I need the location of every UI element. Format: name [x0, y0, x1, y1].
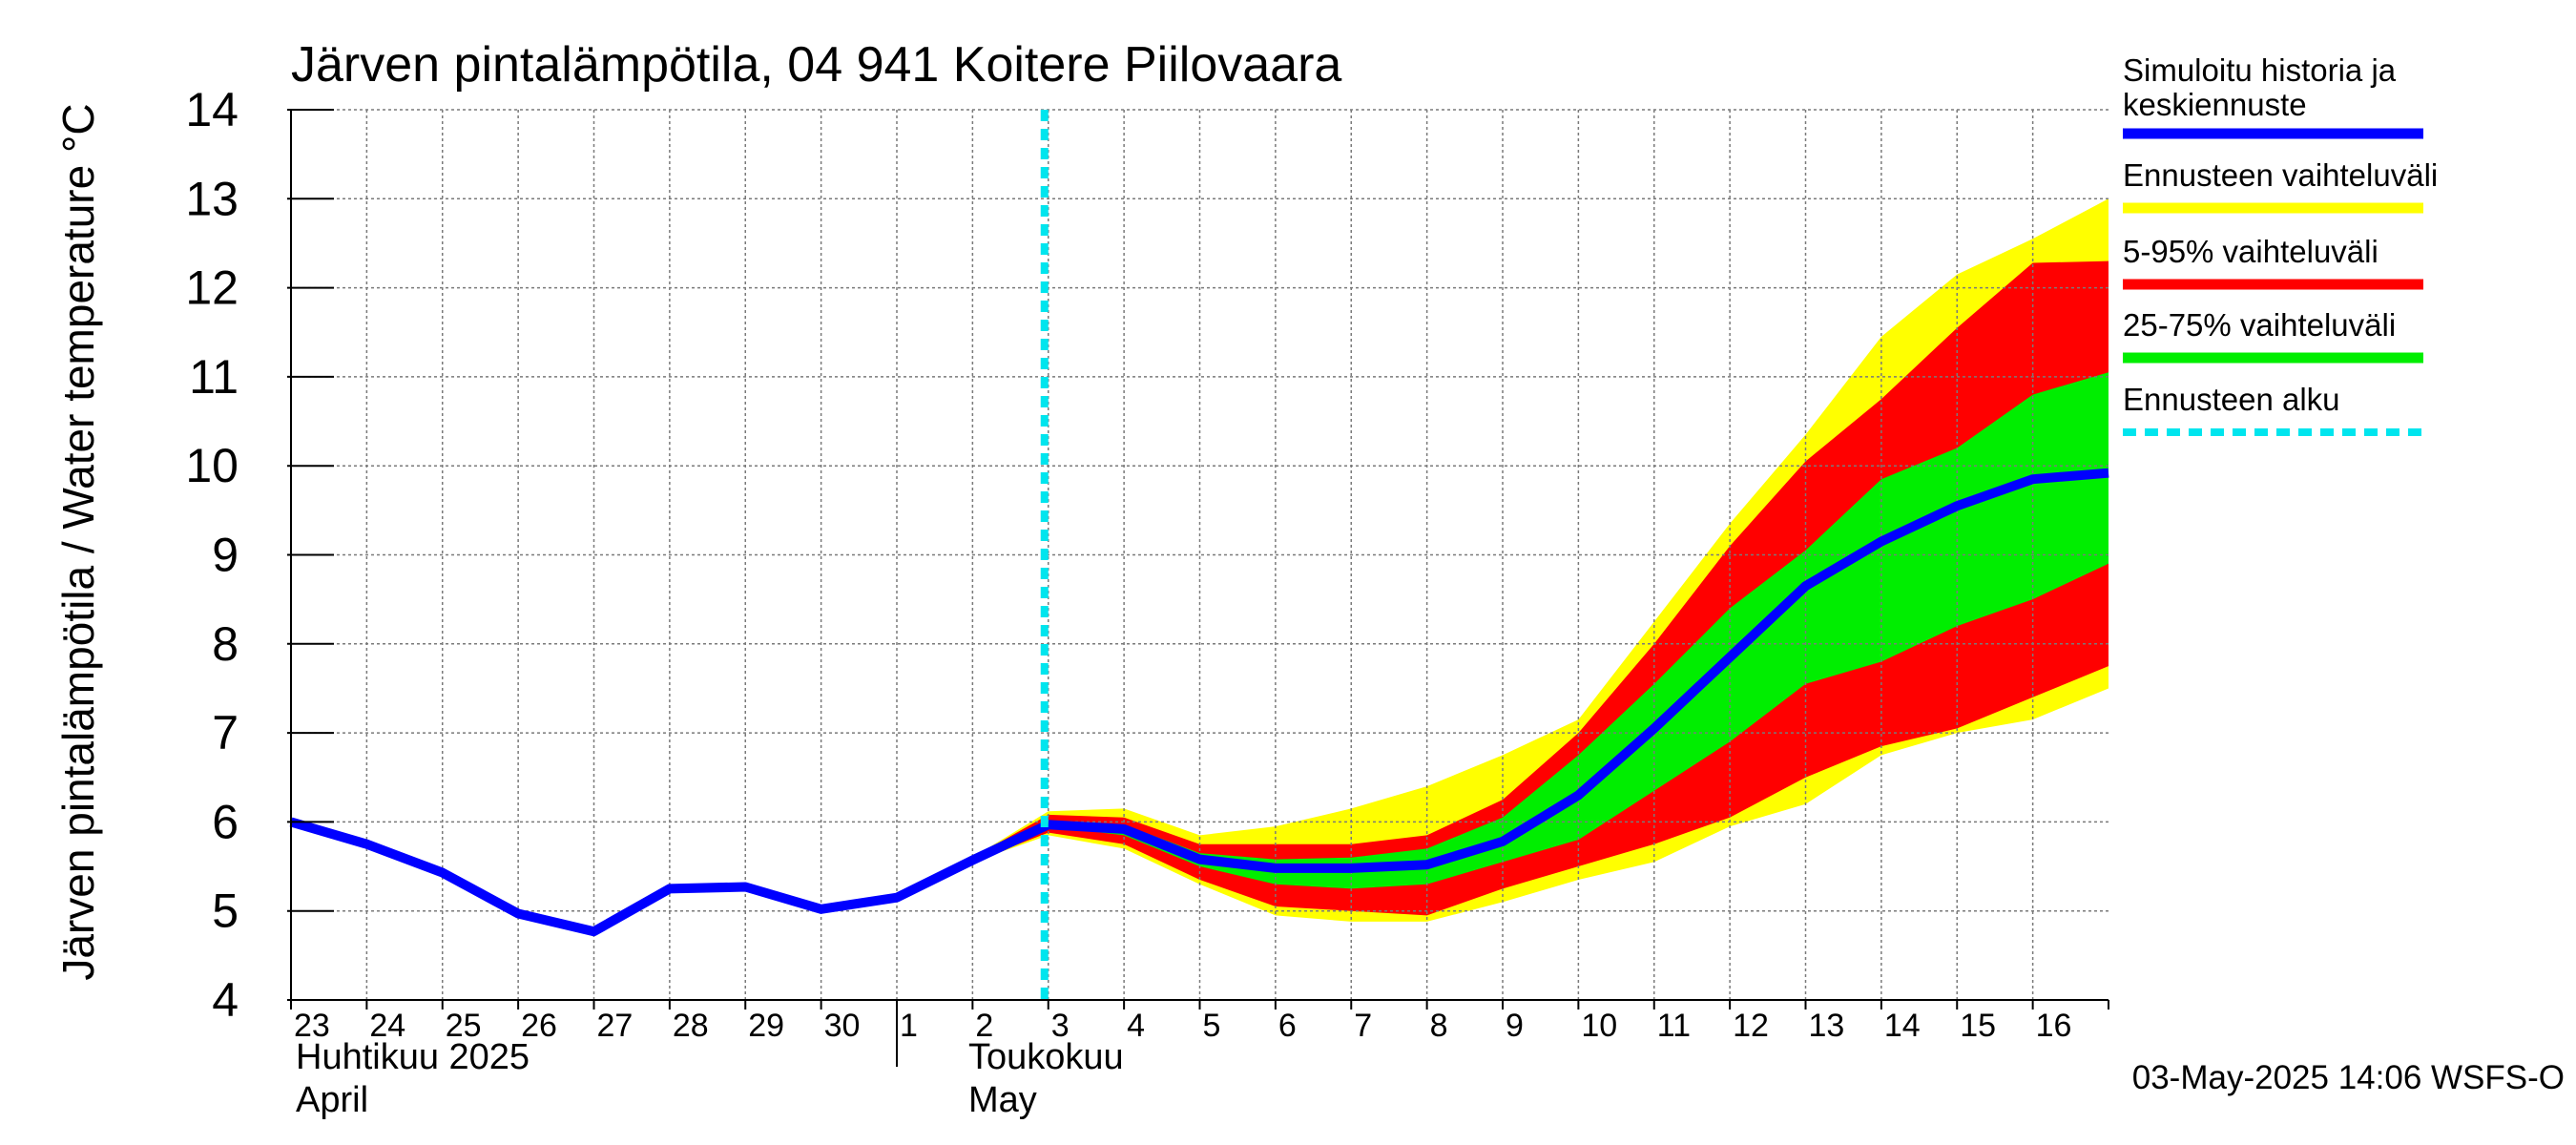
y-tick-label: 6 [212, 795, 239, 848]
x-tick-label: 25 [446, 1008, 482, 1044]
x-tick-label: 26 [521, 1008, 557, 1044]
x-tick-label: 16 [2036, 1008, 2072, 1044]
y-tick-label: 4 [212, 973, 239, 1027]
x-tick-label: 28 [673, 1008, 709, 1044]
x-tick-label: 14 [1884, 1008, 1921, 1044]
x-tick-label: 29 [748, 1008, 784, 1044]
y-tick-label: 13 [185, 172, 239, 225]
y-tick-label: 10 [185, 439, 239, 492]
y-tick-labels: 4 5 6 7 8 9 10 11 12 13 14 [185, 83, 239, 1027]
footer-timestamp: 03-May-2025 14:06 WSFS-O [2132, 1059, 2565, 1096]
legend-label: Ennusteen alku [2123, 382, 2340, 417]
x-tick-label: 7 [1354, 1008, 1372, 1044]
x-tick-label: 10 [1581, 1008, 1617, 1044]
x-tick-label: 6 [1278, 1008, 1297, 1044]
x-tick-label: 12 [1733, 1008, 1769, 1044]
x-tick-label: 27 [597, 1008, 634, 1044]
x-tick-label: 9 [1506, 1008, 1524, 1044]
legend-label: 25-75% vaihteluväli [2123, 307, 2396, 343]
month-label-en: April [296, 1080, 368, 1120]
x-tick-label: 4 [1127, 1008, 1145, 1044]
x-tick-label: 1 [900, 1008, 918, 1044]
month-label-fi: Toukokuu [968, 1037, 1124, 1077]
chart-title: Järven pintalämpötila, 04 941 Koitere Pi… [291, 37, 1341, 93]
legend-label: Ennusteen vaihteluväli [2123, 157, 2438, 193]
x-tick-label: 5 [1203, 1008, 1221, 1044]
legend: Simuloitu historia ja keskiennuste Ennuste… [2123, 52, 2438, 436]
y-tick-label: 9 [212, 529, 239, 582]
month-label-fi: Huhtikuu 2025 [296, 1037, 530, 1077]
legend-label: 5-95% vaihteluväli [2123, 234, 2379, 269]
month-label-en: May [968, 1080, 1037, 1120]
y-tick-label: 8 [212, 617, 239, 671]
x-tick-label: 13 [1809, 1008, 1845, 1044]
x-tick-label: 3 [1051, 1008, 1070, 1044]
y-tick-label: 7 [212, 706, 239, 760]
axes [287, 109, 2109, 1067]
y-tick-label: 14 [185, 83, 239, 136]
x-tick-label: 24 [369, 1008, 405, 1044]
x-tick-label: 11 [1657, 1008, 1691, 1044]
median-forecast-line [1048, 468, 2109, 873]
legend-label: Simuloitu historia ja keskiennuste [2123, 52, 2397, 122]
x-tick-label: 8 [1430, 1008, 1448, 1044]
x-tick-label: 2 [975, 1008, 993, 1044]
x-tick-label: 23 [294, 1008, 330, 1044]
x-tick-label: 15 [1960, 1008, 1996, 1044]
history-line [289, 817, 1050, 937]
y-axis-label: Järven pintalämpötila / Water temperatur… [53, 103, 103, 980]
y-tick-label: 12 [185, 261, 239, 315]
x-tick-labels: 23 24 25 26 27 28 29 30 1 2 3 4 5 6 7 8 9 10 11 12 13 14 15 16 [294, 1008, 2071, 1044]
x-tick-label: 30 [824, 1008, 861, 1044]
y-tick-label: 11 [189, 350, 239, 404]
series-lines [289, 468, 2109, 937]
band-2 [972, 260, 2109, 916]
y-tick-label: 5 [212, 885, 239, 938]
